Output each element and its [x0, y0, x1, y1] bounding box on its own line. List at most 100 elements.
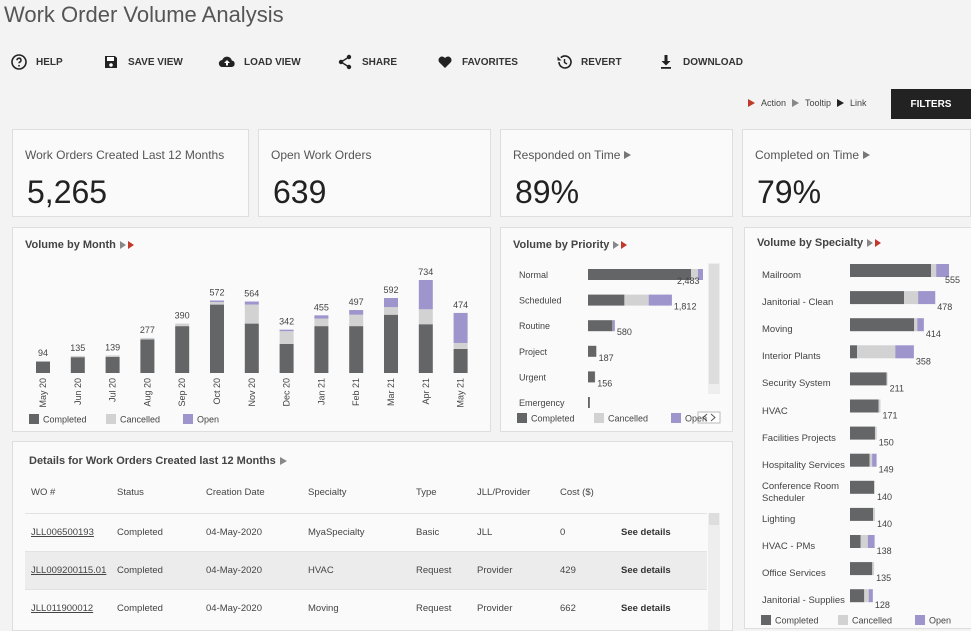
table-cell: Provider — [477, 565, 512, 576]
x-tick-label: Nov 20 — [247, 378, 257, 407]
column-header: Specialty — [308, 487, 347, 498]
table-cell: Completed — [117, 603, 163, 614]
legend-label: Cancelled — [852, 616, 892, 626]
toolbar-label: HELP — [36, 57, 63, 68]
table-cell: Completed — [117, 565, 163, 576]
bar-segment — [106, 357, 120, 373]
y-tick-label: Security System — [762, 371, 848, 397]
legend-swatch — [838, 615, 848, 625]
priority-chart: NormalScheduledRoutineProjectUrgentEmerg… — [501, 228, 733, 432]
y-tick-label: Scheduled — [519, 296, 562, 306]
toolbar-button[interactable]: REVERT — [555, 53, 622, 71]
total-label: 135 — [70, 343, 85, 353]
legend-swatch — [594, 413, 604, 423]
bar-segment — [873, 508, 875, 521]
bar-segment — [918, 291, 935, 304]
toolbar-button[interactable]: DOWNLOAD — [657, 53, 743, 71]
arrow-icon — [863, 151, 871, 159]
y-tick-label: Routine — [519, 321, 550, 331]
bar-segment — [588, 320, 613, 331]
bar-segment — [861, 535, 868, 548]
table-cell: 429 — [560, 565, 576, 576]
x-tick-label: Jan 21 — [316, 378, 326, 405]
revert-icon — [555, 53, 573, 71]
total-label: 140 — [877, 519, 892, 529]
x-tick-label: Oct 20 — [212, 378, 222, 405]
kpi-label: Responded on Time — [513, 148, 620, 162]
table-cell: HVAC — [308, 565, 334, 576]
details-link[interactable]: See details — [621, 527, 671, 538]
total-label: 94 — [38, 348, 48, 358]
work-order-link[interactable]: JLL009200115.01 — [31, 565, 106, 576]
kpi-heading: Open Work Orders — [271, 148, 371, 162]
scroll-thumb[interactable] — [709, 513, 719, 525]
details-link[interactable]: See details — [621, 603, 671, 614]
table-cell: Basic — [416, 527, 439, 538]
bar-segment — [649, 295, 672, 306]
total-label: 592 — [383, 285, 398, 295]
toolbar-button[interactable]: SHARE — [336, 53, 397, 71]
table-cell: Completed — [117, 527, 163, 538]
share-icon — [336, 53, 354, 71]
work-order-link[interactable]: JLL006500193 — [31, 527, 94, 538]
table-cell: 662 — [560, 603, 576, 614]
upload-icon — [218, 53, 236, 71]
scroll-thumb[interactable] — [709, 264, 719, 384]
column-header: JLL/Provider — [477, 487, 530, 498]
arrow-icon — [624, 151, 632, 159]
filters-button[interactable]: FILTERS — [891, 89, 971, 119]
y-tick-label: Mailroom — [762, 263, 848, 289]
total-label: 150 — [879, 438, 894, 448]
chart-title: Volume by Priority — [513, 239, 609, 251]
tooltip-icon — [792, 99, 799, 107]
total-label: 414 — [926, 329, 941, 339]
bar-segment — [850, 427, 875, 440]
kpi-heading: Work Orders Created Last 12 Months — [25, 148, 224, 162]
bar-segment — [419, 324, 433, 373]
legend-label: Cancelled — [608, 414, 648, 424]
bar-segment — [588, 295, 624, 306]
bar-segment — [875, 427, 877, 440]
total-label: 156 — [597, 378, 612, 388]
toolbar-button[interactable]: HELP — [10, 53, 63, 71]
download-icon — [657, 53, 675, 71]
link-icon — [837, 99, 844, 107]
bar-segment — [106, 355, 120, 356]
bar-segment — [245, 305, 259, 324]
bar-segment — [419, 309, 433, 324]
bar-segment — [210, 301, 224, 303]
table-cell: 04-May-2020 — [206, 565, 262, 576]
x-tick-label: May 21 — [456, 378, 466, 408]
kpi-label: Work Orders Created Last 12 Months — [25, 148, 224, 162]
help-icon — [10, 53, 28, 71]
toolbar-button[interactable]: FAVORITES — [436, 53, 518, 71]
table-heading: Details for Work Orders Created last 12 … — [29, 455, 288, 467]
total-label: 474 — [453, 300, 468, 310]
bar-segment — [887, 372, 888, 385]
scrollbar[interactable] — [708, 513, 720, 631]
x-tick-label: May 20 — [38, 378, 48, 408]
legend-swatch — [761, 615, 771, 625]
toolbar-label: FAVORITES — [462, 57, 518, 68]
bar-segment — [349, 315, 363, 326]
toolbar-button[interactable]: LOAD VIEW — [218, 53, 301, 71]
kpi-value: 5,265 — [27, 174, 107, 211]
bar-segment — [850, 508, 873, 521]
toolbar-button[interactable]: SAVE VIEW — [102, 53, 183, 71]
total-label: 171 — [883, 411, 898, 421]
y-tick-label: Conference Room Scheduler — [762, 480, 848, 506]
legend-label: Open — [197, 415, 219, 425]
work-order-link[interactable]: JLL011900012 — [31, 603, 93, 614]
kpi-heading: Completed on Time — [755, 148, 871, 162]
hint-label: Tooltip — [805, 98, 831, 108]
table-cell: Moving — [308, 603, 339, 614]
x-tick-label: Mar 21 — [386, 378, 396, 406]
details-link[interactable]: See details — [621, 565, 671, 576]
bar-segment — [613, 320, 615, 331]
bar-segment — [864, 589, 868, 602]
